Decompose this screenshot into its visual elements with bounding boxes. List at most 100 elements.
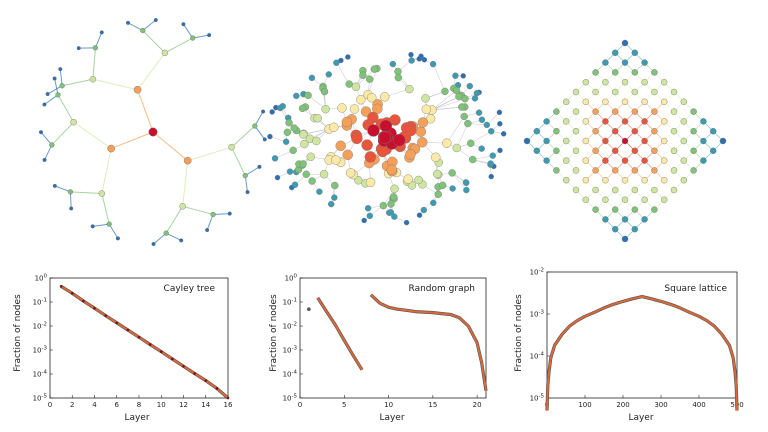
tree-edge (54, 78, 59, 95)
series-line (370, 294, 487, 391)
x-tick-label: 14 (201, 401, 210, 409)
graph-node (298, 104, 307, 113)
lattice-node (602, 78, 609, 86)
lattice-node (563, 118, 570, 125)
x-axis-label: Layer (628, 413, 653, 423)
tree-node (42, 157, 47, 162)
lattice-node (563, 157, 570, 164)
graph-node (367, 92, 377, 103)
lattice-node (592, 147, 599, 155)
lattice-node (719, 137, 727, 145)
graph-node (380, 92, 390, 102)
tree-node (52, 183, 57, 188)
series-line (316, 297, 363, 371)
graph-node (393, 133, 406, 147)
graph-node (345, 168, 356, 178)
graph-node (267, 133, 273, 140)
graph-node (313, 114, 322, 123)
x-tick-label: 20 (473, 401, 482, 409)
tree-node (115, 236, 120, 241)
graph-node (391, 213, 398, 220)
lattice-node (621, 137, 629, 145)
lattice-node (533, 127, 540, 135)
lattice-node (592, 69, 599, 76)
graph-edge (431, 90, 457, 111)
data-point (104, 314, 107, 317)
data-point (82, 299, 85, 303)
data-point (148, 343, 152, 346)
graph-node (376, 145, 389, 158)
lattice-node (631, 69, 638, 76)
tree-node (190, 35, 196, 41)
data-point (215, 387, 219, 390)
lattice-node (612, 167, 619, 174)
tree-edge (206, 214, 214, 231)
graph-node (378, 131, 391, 144)
graph-edge (431, 96, 460, 111)
tree-edge (244, 166, 260, 176)
data-point (93, 306, 96, 310)
lattice-node (700, 118, 707, 125)
graph-node (489, 152, 496, 159)
y-tick-label: 10-1 (33, 298, 47, 307)
lattice-node (612, 88, 619, 96)
graph-node (345, 54, 351, 60)
graph-node (475, 109, 483, 116)
graph-node (367, 124, 380, 137)
graph-node (390, 193, 398, 201)
lattice-node (612, 186, 619, 194)
data-point (226, 396, 230, 400)
tree-node (261, 109, 266, 114)
plot-frame (299, 277, 487, 399)
lattice-node (572, 186, 580, 194)
graph-node (448, 169, 456, 177)
graph-node (370, 65, 379, 73)
lattice-node (621, 59, 629, 66)
tree-node (242, 172, 248, 179)
graph-node (279, 103, 286, 110)
tree-edge (231, 125, 256, 148)
graph-node (379, 119, 393, 133)
x-axis-label: Layer (124, 413, 149, 423)
graph-node (364, 205, 372, 212)
lattice-node (621, 78, 629, 86)
lattice-node (661, 196, 668, 204)
lattice-node (572, 88, 580, 96)
lattice-node (680, 118, 687, 125)
lattice-node (592, 108, 599, 115)
lattice-node (602, 216, 609, 223)
graph-node (331, 194, 338, 201)
graph-node (320, 87, 329, 96)
data-point (204, 379, 208, 382)
tree-edge (44, 94, 59, 105)
tree-node (99, 30, 104, 35)
data-point (171, 357, 174, 361)
y-tick-label: 10-3 (283, 346, 298, 355)
tree-edge (44, 144, 53, 161)
x-tick-label: 8 (137, 401, 141, 409)
tree-edge (153, 232, 167, 245)
graph-node (372, 103, 383, 115)
graph-node (304, 91, 312, 100)
tree-edge (73, 121, 112, 149)
graph-node (331, 181, 339, 190)
graph-node (471, 95, 479, 102)
tree-edge (152, 131, 188, 162)
y-tick-label: 10-5 (530, 394, 545, 403)
graph-node (269, 109, 275, 115)
graph-node (408, 51, 414, 58)
lattice-node (690, 167, 697, 174)
lattice-node (621, 118, 629, 125)
tree-edge (40, 131, 53, 146)
graph-node (460, 112, 468, 121)
graph-node (429, 60, 437, 68)
lattice-node (661, 157, 668, 164)
graph-node (286, 168, 294, 175)
series-line-outline (369, 293, 488, 392)
x-tick-label: 200 (616, 401, 629, 409)
graph-node (387, 209, 395, 216)
graph-node (364, 151, 377, 163)
lattice-node (641, 118, 648, 125)
y-axis-label: Fraction of nodes (269, 294, 279, 372)
lattice-node (661, 78, 668, 86)
